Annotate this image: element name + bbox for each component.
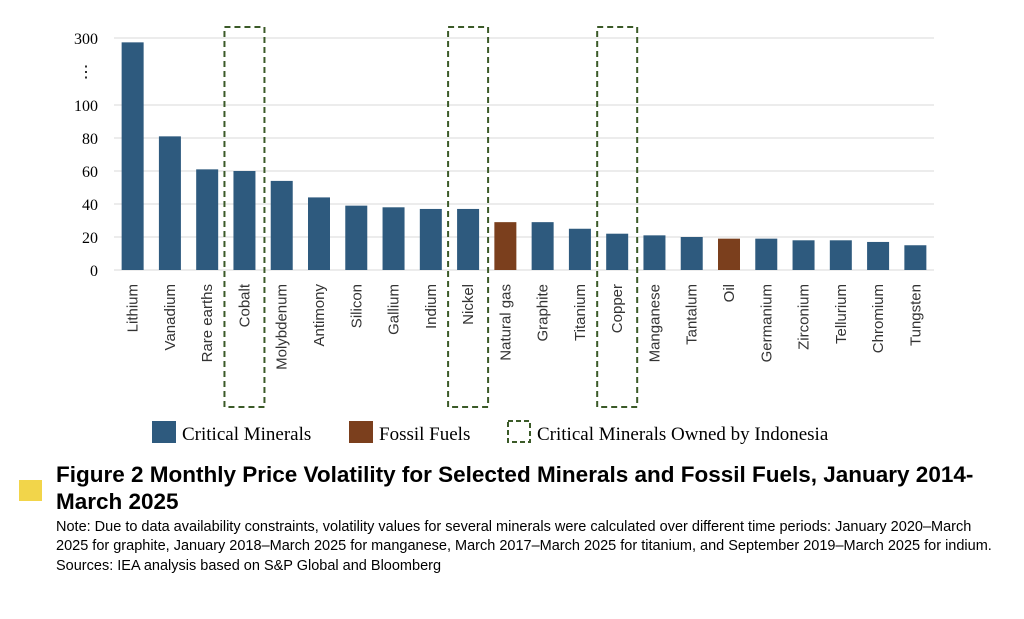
y-tick-label: 100 xyxy=(74,98,98,115)
x-tick-label: Indium xyxy=(423,284,440,329)
bar-tungsten xyxy=(904,245,927,270)
legend-label: Critical Minerals Owned by Indonesia xyxy=(537,424,829,445)
x-tick-label: Nickel xyxy=(460,284,477,325)
bar-rare-earths xyxy=(196,169,219,270)
x-tick-label: Zirconium xyxy=(796,284,813,350)
bar-zirconium xyxy=(792,240,815,270)
bar-cobalt xyxy=(233,171,256,270)
figure-note: Note: Due to data availability constrain… xyxy=(56,519,992,554)
y-tick-label: 80 xyxy=(82,131,98,148)
x-tick-label: Tungsten xyxy=(907,284,924,346)
x-tick-label: Silicon xyxy=(348,284,365,328)
y-tick-label: 20 xyxy=(82,230,98,247)
x-tick-label: Gallium xyxy=(386,284,403,335)
bar-titanium xyxy=(568,228,591,270)
bar-antimony xyxy=(308,197,330,270)
legend-label: Fossil Fuels xyxy=(379,424,470,445)
x-tick-label: Cobalt xyxy=(236,283,253,327)
y-tick-label: 40 xyxy=(82,197,98,214)
y-tick-label: 300 xyxy=(74,31,98,48)
x-tick-label: Titanium xyxy=(572,284,589,341)
caption: Figure 2 Monthly Price Volatility for Se… xyxy=(56,461,1006,576)
bar-natural-gas xyxy=(494,222,517,270)
bar-tellurium xyxy=(829,240,852,270)
bar-indium xyxy=(419,208,442,270)
legend-swatch xyxy=(507,420,531,443)
bar-gallium xyxy=(382,207,405,270)
x-tick-label: Vanadium xyxy=(162,284,179,350)
caption-marker xyxy=(19,480,42,501)
legend-swatch xyxy=(349,421,373,443)
bar-oil xyxy=(718,238,740,270)
bars xyxy=(121,42,927,271)
x-tick-label: Antimony xyxy=(311,284,328,347)
bar-copper xyxy=(606,233,629,270)
highlight-box xyxy=(596,26,639,408)
y-tick-label: 0 xyxy=(90,263,98,280)
bar-vanadium xyxy=(158,136,181,270)
x-tick-label: Lithium xyxy=(125,284,142,332)
x-tick-label: Molybdenum xyxy=(274,284,291,370)
bar-chromium xyxy=(867,241,890,270)
y-tick-label: 60 xyxy=(82,164,98,181)
x-tick-label: Copper xyxy=(609,284,626,333)
legend-swatch xyxy=(152,421,176,443)
bar-chart: 0 20 40 60 80 100 300 ⋮ Lithium Vanadium Rare ear… xyxy=(74,26,934,445)
y-axis: 0 20 40 60 80 100 300 ⋮ xyxy=(74,31,98,280)
figure-title: Figure 2 Monthly Price Volatility for Se… xyxy=(56,462,974,514)
highlight-box xyxy=(447,26,490,408)
bar-manganese xyxy=(643,235,666,270)
highlight-box xyxy=(223,26,266,408)
x-tick-label: Natural gas xyxy=(497,284,514,361)
x-tick-label: Chromium xyxy=(870,284,887,353)
figure-sources: Sources: IEA analysis based on S&P Globa… xyxy=(56,558,442,574)
highlight-boxes xyxy=(223,26,639,408)
x-tick-label: Rare earths xyxy=(199,284,216,362)
x-tick-label: Oil xyxy=(721,284,738,302)
bar-graphite xyxy=(531,222,554,270)
x-tick-label: Tantalum xyxy=(684,284,701,345)
x-tick-label: Tellurium xyxy=(833,284,850,344)
y-axis-break: ⋮ xyxy=(78,64,94,81)
bar-lithium xyxy=(121,42,144,271)
x-axis-labels: Lithium Vanadium Rare earths Cobalt Molybden… xyxy=(125,283,925,370)
bar-molybdenum xyxy=(270,180,293,270)
bar-tantalum xyxy=(680,237,703,270)
bar-silicon xyxy=(345,205,368,270)
legend-label: Critical Minerals xyxy=(182,424,311,445)
legend: Critical Minerals Fossil Fuels Critical Mi… xyxy=(152,420,829,445)
x-tick-label: Manganese xyxy=(646,284,663,362)
bar-germanium xyxy=(755,238,778,270)
bar-nickel xyxy=(457,208,480,270)
x-tick-label: Germanium xyxy=(758,284,775,362)
x-tick-label: Graphite xyxy=(535,284,552,342)
